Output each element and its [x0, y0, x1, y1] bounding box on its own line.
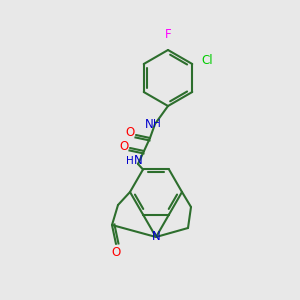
Text: N: N: [145, 118, 153, 130]
Text: N: N: [152, 230, 160, 244]
Text: F: F: [165, 28, 171, 41]
Text: O: O: [119, 140, 129, 152]
Text: O: O: [125, 127, 135, 140]
Text: Cl: Cl: [201, 55, 213, 68]
Text: O: O: [111, 247, 121, 260]
Text: H: H: [153, 119, 161, 129]
Text: N: N: [134, 154, 142, 167]
Text: H: H: [126, 156, 134, 166]
